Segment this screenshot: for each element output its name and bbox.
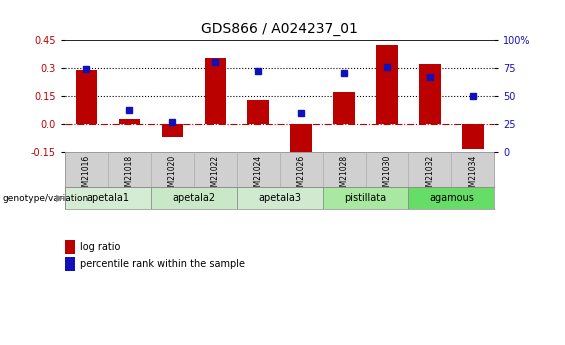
Text: agamous: agamous bbox=[429, 193, 474, 203]
Bar bbox=[76, 70, 97, 124]
Text: GSM21028: GSM21028 bbox=[340, 155, 349, 196]
Bar bbox=[151, 187, 237, 209]
Bar bbox=[290, 124, 312, 160]
Text: apetala3: apetala3 bbox=[258, 193, 301, 203]
Text: ▶: ▶ bbox=[56, 193, 63, 203]
Bar bbox=[419, 64, 441, 124]
Bar bbox=[237, 187, 323, 209]
Bar bbox=[462, 124, 484, 149]
Title: GDS866 / A024237_01: GDS866 / A024237_01 bbox=[201, 22, 358, 36]
Text: GSM21022: GSM21022 bbox=[211, 155, 220, 196]
Text: GSM21020: GSM21020 bbox=[168, 155, 177, 196]
Text: genotype/variation: genotype/variation bbox=[3, 194, 89, 203]
Bar bbox=[162, 124, 183, 137]
Text: percentile rank within the sample: percentile rank within the sample bbox=[80, 259, 245, 269]
Bar bbox=[65, 187, 151, 209]
Text: apetala2: apetala2 bbox=[172, 193, 215, 203]
Bar bbox=[247, 100, 269, 124]
Bar bbox=[376, 45, 398, 124]
Text: GSM21016: GSM21016 bbox=[82, 155, 91, 196]
Text: GSM21026: GSM21026 bbox=[297, 155, 306, 196]
Text: GSM21024: GSM21024 bbox=[254, 155, 263, 196]
Text: pistillata: pistillata bbox=[345, 193, 386, 203]
Text: GSM21030: GSM21030 bbox=[383, 155, 392, 196]
Bar bbox=[323, 187, 408, 209]
Text: apetala1: apetala1 bbox=[86, 193, 129, 203]
Text: log ratio: log ratio bbox=[80, 242, 120, 252]
Text: GSM21034: GSM21034 bbox=[468, 155, 477, 196]
Text: GSM21032: GSM21032 bbox=[425, 155, 434, 196]
Bar bbox=[205, 58, 226, 124]
Bar bbox=[408, 187, 494, 209]
Bar bbox=[333, 92, 355, 124]
Bar bbox=[119, 119, 140, 124]
Text: GSM21018: GSM21018 bbox=[125, 155, 134, 196]
